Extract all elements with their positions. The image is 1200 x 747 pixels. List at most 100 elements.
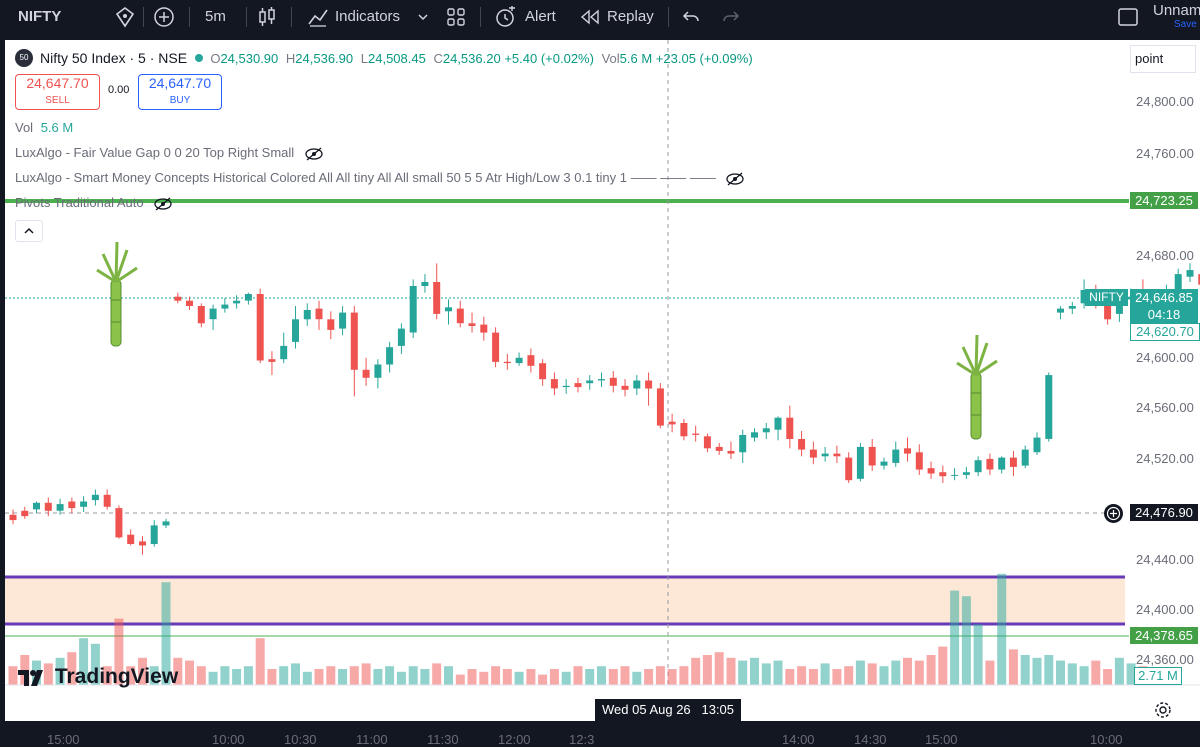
- candle-body: [315, 308, 323, 320]
- volume-bar: [149, 666, 159, 697]
- candle-body: [951, 474, 959, 476]
- volume-bar: [208, 671, 218, 697]
- volume-bar: [808, 669, 818, 697]
- candle-body: [1198, 274, 1200, 285]
- candles-icon[interactable]: [257, 0, 277, 34]
- x-tick: 12:00: [498, 732, 531, 747]
- tv-logo-text: TradingView: [54, 665, 179, 688]
- x-tick: 10:30: [284, 732, 317, 747]
- candle-body: [103, 494, 111, 507]
- save-button[interactable]: Save: [1174, 19, 1197, 30]
- volume-bar: [526, 669, 536, 697]
- candle: [433, 263, 441, 320]
- volume-change: +23.05 (+0.09%): [655, 51, 753, 66]
- candle: [1021, 445, 1029, 469]
- indicator-smc-label: LuxAlgo - Smart Money Concepts Historica…: [15, 170, 716, 185]
- candle: [656, 383, 664, 429]
- sell-button[interactable]: 24,647.70 SELL: [15, 74, 100, 110]
- undo-icon[interactable]: [682, 0, 700, 34]
- chart-title[interactable]: Nifty 50 Index · 5 · NSE: [40, 50, 188, 66]
- volume-bar: [302, 671, 312, 697]
- candle-body: [433, 282, 441, 314]
- add-alert-icon[interactable]: [1104, 504, 1123, 523]
- x-tick: 12:3: [569, 732, 595, 747]
- alert-button[interactable]: Alert: [525, 8, 556, 25]
- candle: [715, 443, 723, 455]
- candle: [268, 351, 276, 376]
- volume-bar: [1114, 657, 1124, 697]
- candle-body: [397, 328, 405, 346]
- settings-gear-icon[interactable]: [1154, 701, 1172, 724]
- replay-icon[interactable]: [580, 0, 600, 34]
- volume-bar: [549, 669, 559, 697]
- volume-bar: [491, 666, 501, 697]
- collapse-legend-button[interactable]: [15, 220, 43, 242]
- volume-bar: [855, 660, 865, 697]
- candle-body: [162, 521, 170, 526]
- hidden-eye-icon[interactable]: [304, 147, 324, 161]
- bamboo-marker: [96, 241, 138, 347]
- candle-body: [268, 359, 276, 362]
- candle-body: [456, 308, 464, 324]
- alarm-clock-icon[interactable]: [494, 0, 516, 34]
- price-chart[interactable]: [5, 40, 1200, 721]
- candle-body: [562, 385, 570, 388]
- candle: [609, 371, 617, 393]
- candle-body: [44, 502, 52, 511]
- indicators-icon[interactable]: [307, 0, 329, 34]
- buy-button[interactable]: 24,647.70 BUY: [138, 74, 222, 110]
- candle: [621, 379, 629, 397]
- candle-body: [821, 453, 829, 457]
- templates-grid-icon[interactable]: [446, 0, 466, 34]
- candle: [103, 489, 111, 510]
- candle: [856, 443, 864, 482]
- candle: [692, 425, 700, 442]
- volume-bar: [373, 669, 383, 697]
- y-tick: 24,800.00: [1136, 94, 1194, 109]
- indicators-dropdown-icon[interactable]: [417, 0, 429, 34]
- candle: [1198, 274, 1200, 285]
- candle-body: [574, 383, 582, 388]
- candle-body: [680, 423, 688, 437]
- hidden-eye-icon[interactable]: [725, 172, 745, 186]
- compare-symbol-icon[interactable]: [113, 0, 137, 34]
- candle: [527, 348, 535, 373]
- indicator-smc[interactable]: LuxAlgo - Smart Money Concepts Historica…: [15, 170, 745, 186]
- chart-pane[interactable]: 50 Nifty 50 Index · 5 · NSE O24,530.90 H…: [5, 40, 1200, 747]
- replay-button[interactable]: Replay: [607, 8, 654, 25]
- candle-body: [1045, 375, 1053, 439]
- volume-bar: [385, 666, 395, 697]
- symbol-search[interactable]: NIFTY: [18, 8, 62, 25]
- candle: [598, 372, 605, 388]
- x-tick: 15:00: [47, 732, 80, 747]
- volume-bar: [938, 646, 948, 697]
- fullscreen-icon[interactable]: [1117, 0, 1139, 34]
- interval-button[interactable]: 5m: [205, 8, 226, 25]
- indicator-pivots[interactable]: Pivots Traditional Auto: [15, 195, 173, 211]
- candle-body: [21, 510, 29, 517]
- hidden-eye-icon[interactable]: [153, 197, 173, 211]
- indicators-button[interactable]: Indicators: [335, 8, 401, 25]
- candle-body: [209, 308, 217, 320]
- volume-bar: [714, 652, 724, 697]
- volume-bar: [138, 657, 147, 697]
- volume-bar: [67, 652, 77, 697]
- volume-bar: [961, 596, 971, 697]
- candle-body: [9, 514, 17, 521]
- volume-bar: [561, 671, 571, 697]
- add-symbol-icon[interactable]: [153, 0, 175, 34]
- volume-bar: [314, 669, 324, 697]
- candle-body: [609, 377, 617, 386]
- indicator-pivots-label: Pivots Traditional Auto: [15, 195, 144, 210]
- candle-body: [904, 448, 911, 454]
- candle: [833, 445, 841, 463]
- tradingview-logo: TradingView: [17, 662, 178, 692]
- layout-name[interactable]: Unnam: [1153, 2, 1200, 19]
- indicator-fvg[interactable]: LuxAlgo - Fair Value Gap 0 0 20 Top Righ…: [15, 145, 324, 161]
- volume-bar: [738, 660, 748, 697]
- volume-legend[interactable]: Vol 5.6 M: [15, 120, 73, 135]
- redo-icon[interactable]: [722, 0, 740, 34]
- candle-body: [186, 300, 193, 306]
- scale-mode-button[interactable]: point: [1130, 45, 1196, 73]
- candle-body: [633, 380, 641, 389]
